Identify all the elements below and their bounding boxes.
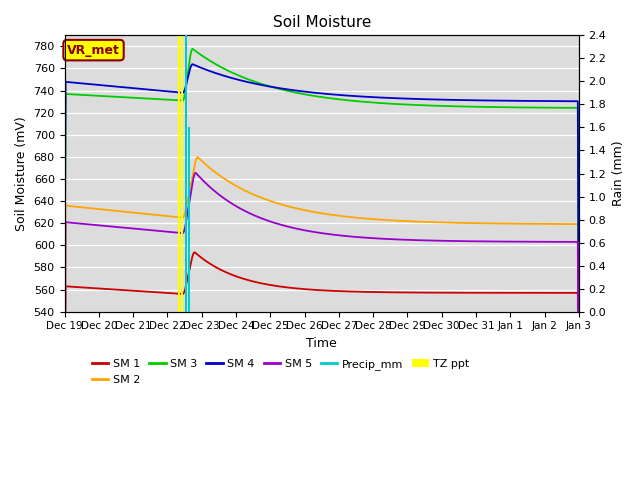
Title: Soil Moisture: Soil Moisture (273, 15, 371, 30)
Bar (188, 128, 189, 312)
Bar (179, 36, 180, 312)
Y-axis label: Soil Moisture (mV): Soil Moisture (mV) (15, 116, 28, 231)
Text: VR_met: VR_met (67, 44, 120, 57)
Legend: SM 1, SM 2, SM 3, SM 4, SM 5, Precip_mm, TZ ppt: SM 1, SM 2, SM 3, SM 4, SM 5, Precip_mm,… (87, 355, 474, 389)
Bar (185, 36, 188, 312)
Bar (180, 36, 183, 312)
Y-axis label: Rain (mm): Rain (mm) (612, 141, 625, 206)
X-axis label: Time: Time (307, 337, 337, 350)
